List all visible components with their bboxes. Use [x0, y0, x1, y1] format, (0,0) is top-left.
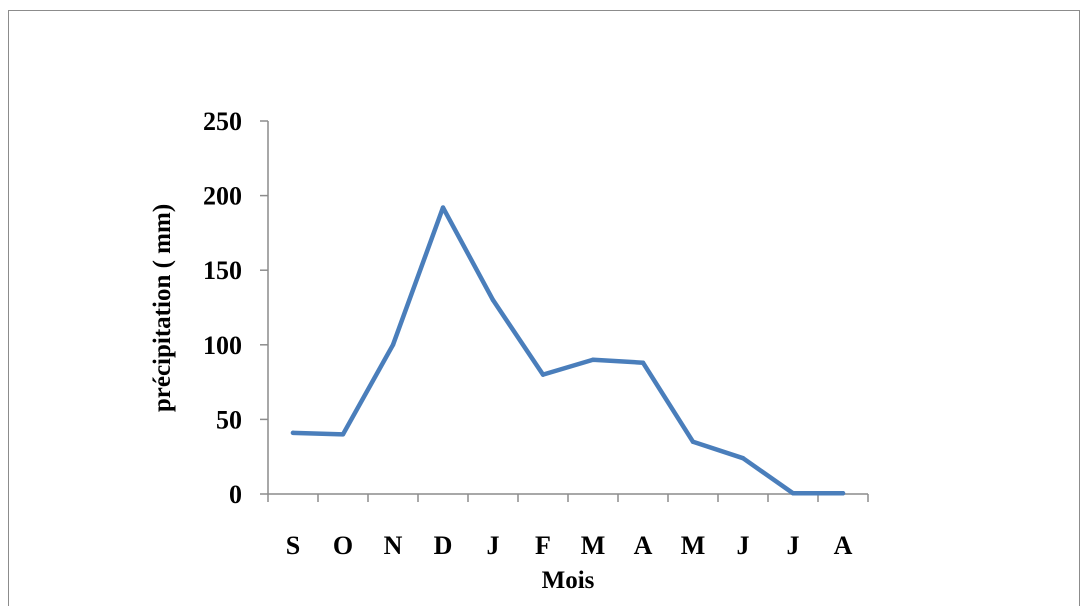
y-tick-label: 150 [203, 256, 242, 285]
x-axis-title: Mois [542, 567, 595, 594]
series-line [290, 205, 846, 496]
data-point [540, 372, 546, 377]
x-tick-label: F [535, 531, 551, 560]
x-tick-label: S [286, 531, 300, 560]
y-axis: 0 50 100 150 200 250 [203, 107, 269, 509]
y-tick-label: 250 [203, 107, 242, 136]
data-point [740, 455, 746, 461]
x-tick-label: J [787, 531, 800, 560]
series-layer [290, 205, 846, 496]
x-tick-label: D [434, 531, 453, 560]
data-point [290, 430, 296, 436]
y-tick-label: 200 [203, 182, 242, 211]
data-point [440, 205, 446, 210]
chart-frame [8, 10, 1080, 606]
y-tick-label: 0 [229, 480, 242, 509]
x-tick-label: N [384, 531, 403, 560]
data-point [690, 439, 696, 444]
x-tick-label: M [581, 531, 606, 560]
x-tick-label: O [333, 531, 353, 560]
x-tick-label: A [834, 531, 853, 560]
y-axis-title: précipitation ( mm) [149, 204, 176, 412]
data-point [790, 491, 796, 496]
x-tick-label: A [634, 531, 653, 560]
y-tick-label: 100 [203, 331, 242, 360]
data-point [840, 491, 846, 496]
data-point [640, 360, 646, 365]
data-point [340, 432, 346, 437]
data-point [390, 342, 396, 347]
x-tick-label: J [737, 531, 750, 560]
x-tick-label: M [681, 531, 706, 560]
data-point [490, 297, 496, 303]
x-tick-label: J [487, 531, 500, 560]
data-point [590, 357, 596, 362]
y-tick-label: 50 [216, 405, 242, 434]
